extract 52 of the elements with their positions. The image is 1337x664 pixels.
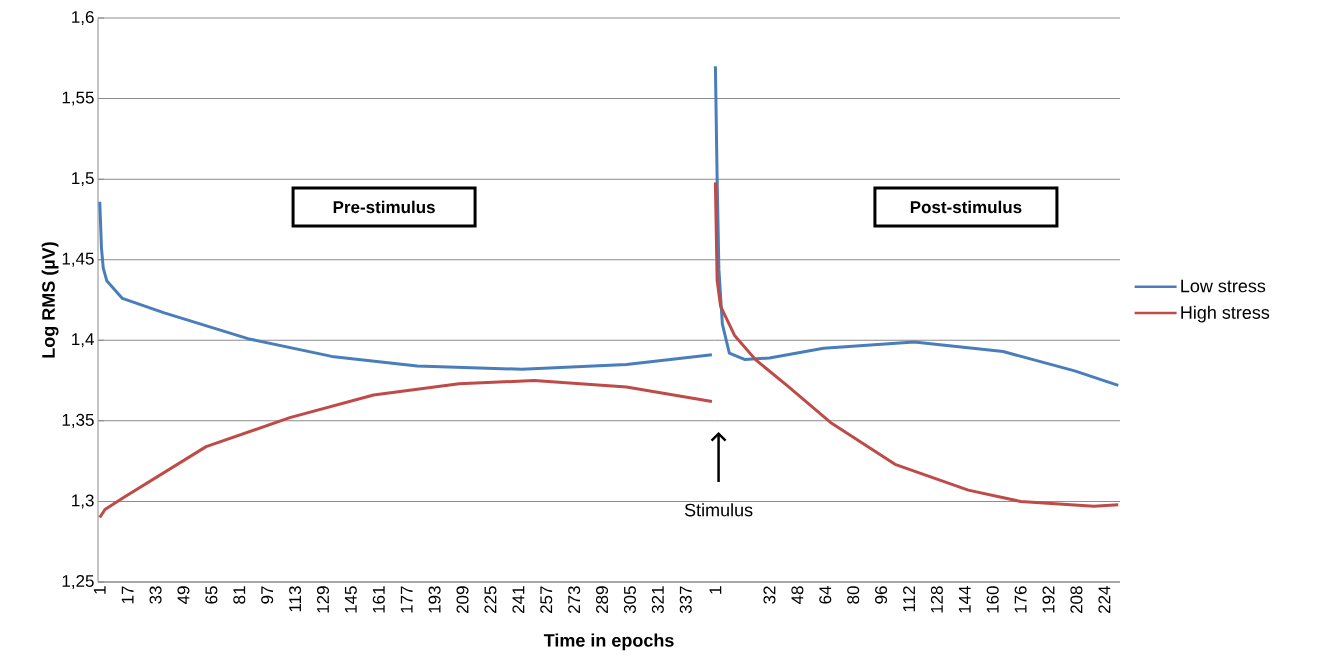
x-tick-label: 112 (903, 586, 915, 612)
x-tick-label: 17 (121, 586, 134, 604)
x-tick-label: 33 (149, 586, 162, 604)
x-tick-label: 97 (261, 586, 274, 604)
x-tick-label: 32 (763, 586, 776, 604)
x-tick-label: 273 (568, 586, 581, 614)
x-tick-label: 64 (819, 586, 832, 604)
x-tick-label: 241 (512, 586, 525, 614)
x-tick-label: 113 (289, 586, 302, 612)
x-tick-label: 1 (93, 586, 106, 594)
x-tick-label: 176 (1014, 586, 1027, 613)
y-tick-label: 1,25 (62, 574, 94, 590)
legend-label: Low stress (1181, 279, 1266, 293)
x-tick-label: 65 (205, 586, 218, 604)
x-tick-label: 49 (177, 586, 190, 605)
x-tick-label: 48 (791, 586, 804, 605)
x-tick-label: 96 (875, 586, 888, 604)
annotation: Stimulus (684, 503, 753, 517)
x-tick-label: 225 (484, 586, 497, 614)
y-axis-title: Log RMS (µV) (41, 242, 59, 358)
x-tick-label: 257 (540, 586, 553, 614)
x-tick-label: 161 (372, 586, 385, 613)
y-tick-label: 1,3 (72, 494, 94, 509)
x-tick-label: 177 (400, 586, 413, 613)
x-tick-label: 289 (596, 586, 609, 614)
y-tick-label: 1,5 (72, 172, 94, 187)
x-tick-label: 192 (1042, 586, 1055, 613)
y-tick-label: 1,55 (62, 91, 94, 106)
x-tick-label: 337 (679, 586, 692, 614)
annotation: Pre-stimulus (333, 200, 435, 214)
y-tick-label: 1,4 (72, 333, 94, 348)
x-tick-label: 305 (623, 586, 636, 614)
x-tick-label: 1 (709, 586, 722, 594)
x-tick-label: 208 (1070, 586, 1083, 614)
x-tick-label: 80 (847, 586, 860, 604)
x-tick-label: 145 (344, 586, 357, 613)
legend-label: High stress (1181, 305, 1270, 323)
x-tick-label: 160 (986, 586, 999, 613)
annotation: Post-stimulus (910, 200, 1022, 214)
y-tick-label: 1,6 (72, 10, 94, 26)
line-series (98, 200, 714, 371)
y-tick-label: 1,35 (62, 413, 94, 428)
x-tick-label: 144 (958, 586, 971, 613)
x-tick-label: 129 (316, 586, 330, 613)
x-tick-label: 193 (428, 586, 441, 613)
x-tick-label: 81 (233, 586, 246, 604)
x-tick-label: 321 (651, 586, 664, 614)
x-tick-label: 128 (930, 586, 943, 613)
y-tick-label: 1,45 (62, 252, 94, 267)
x-axis-title: Time in epochs (543, 633, 674, 651)
x-tick-label: 224 (1098, 586, 1111, 614)
x-tick-label: 209 (456, 586, 469, 614)
